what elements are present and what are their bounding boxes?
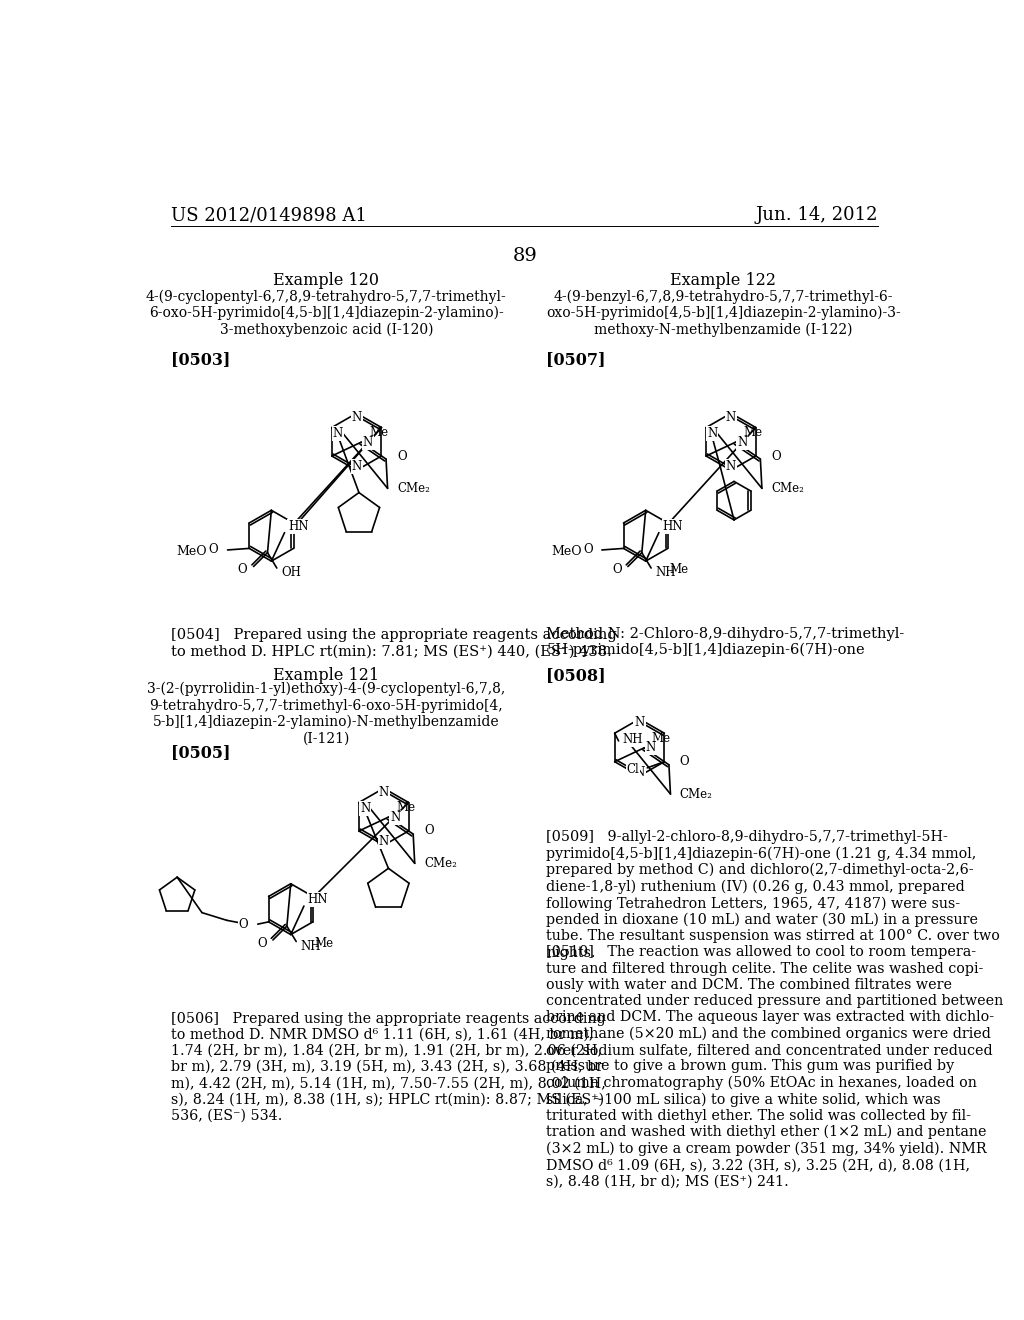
Text: O: O bbox=[424, 825, 433, 837]
Text: O: O bbox=[209, 544, 218, 557]
Text: Me: Me bbox=[743, 426, 763, 440]
Text: NH: NH bbox=[301, 940, 322, 953]
Text: N: N bbox=[362, 436, 373, 449]
Text: 3-(2-(pyrrolidin-1-yl)ethoxy)-4-(9-cyclopentyl-6,7,8,
9-tetrahydro-5,7,7-trimeth: 3-(2-(pyrrolidin-1-yl)ethoxy)-4-(9-cyclo… bbox=[147, 682, 506, 746]
Text: 4-(9-benzyl-6,7,8,9-tetrahydro-5,7,7-trimethyl-6-
oxo-5H-pyrimido[4,5-b][1,4]dia: 4-(9-benzyl-6,7,8,9-tetrahydro-5,7,7-tri… bbox=[546, 289, 900, 337]
Text: HN: HN bbox=[308, 894, 329, 907]
Text: O: O bbox=[583, 544, 593, 557]
Text: Method N: 2-Chloro-8,9-dihydro-5,7,7-trimethyl-
5H-pyrimido[4,5-b][1,4]diazepin-: Method N: 2-Chloro-8,9-dihydro-5,7,7-tri… bbox=[547, 627, 905, 657]
Text: Me: Me bbox=[670, 564, 689, 576]
Text: MeO: MeO bbox=[177, 545, 208, 558]
Text: MeO: MeO bbox=[551, 545, 582, 558]
Text: [0506]   Prepared using the appropriate reagents according
to method D. NMR DMSO: [0506] Prepared using the appropriate re… bbox=[171, 1011, 606, 1123]
Text: N: N bbox=[351, 411, 361, 424]
Text: N: N bbox=[635, 766, 645, 779]
Text: [0509]   9-allyl-2-chloro-8,9-dihydro-5,7,7-trimethyl-5H-
pyrimido[4,5-b][1,4]di: [0509] 9-allyl-2-chloro-8,9-dihydro-5,7,… bbox=[547, 830, 1000, 960]
Text: CMe₂: CMe₂ bbox=[424, 857, 457, 870]
Text: Example 122: Example 122 bbox=[670, 272, 776, 289]
Text: O: O bbox=[612, 564, 622, 576]
Text: N: N bbox=[708, 428, 718, 440]
Text: CMe₂: CMe₂ bbox=[397, 482, 430, 495]
Text: O: O bbox=[238, 564, 248, 576]
Text: Example 120: Example 120 bbox=[273, 272, 380, 289]
Text: O: O bbox=[680, 755, 689, 768]
Text: NH: NH bbox=[623, 733, 643, 746]
Text: [0510]   The reaction was allowed to cool to room tempera-
ture and filtered thr: [0510] The reaction was allowed to cool … bbox=[547, 945, 1004, 1188]
Text: [0504]   Prepared using the appropriate reagents according
to method D. HPLC rt(: [0504] Prepared using the appropriate re… bbox=[171, 628, 617, 659]
Text: N: N bbox=[390, 810, 400, 824]
Text: Me: Me bbox=[396, 801, 416, 814]
Text: HN: HN bbox=[289, 520, 309, 533]
Text: NH: NH bbox=[655, 566, 676, 579]
Text: O: O bbox=[771, 450, 781, 462]
Text: Me: Me bbox=[652, 733, 671, 744]
Text: [0508]: [0508] bbox=[547, 667, 606, 684]
Text: N: N bbox=[379, 785, 389, 799]
Text: N: N bbox=[646, 742, 656, 754]
Text: O: O bbox=[397, 450, 407, 462]
Text: HN: HN bbox=[663, 520, 683, 533]
Text: N: N bbox=[726, 459, 736, 473]
Text: N: N bbox=[737, 436, 748, 449]
Text: OH: OH bbox=[282, 566, 301, 579]
Text: Example 121: Example 121 bbox=[273, 667, 380, 684]
Text: 4-(9-cyclopentyl-6,7,8,9-tetrahydro-5,7,7-trimethyl-
6-oxo-5H-pyrimido[4,5-b][1,: 4-(9-cyclopentyl-6,7,8,9-tetrahydro-5,7,… bbox=[146, 289, 507, 337]
Text: [0507]: [0507] bbox=[547, 351, 606, 368]
Text: N: N bbox=[379, 834, 389, 847]
Text: Cl: Cl bbox=[627, 763, 640, 776]
Text: N: N bbox=[360, 803, 371, 816]
Text: CMe₂: CMe₂ bbox=[680, 788, 713, 800]
Text: [0503]: [0503] bbox=[171, 351, 230, 368]
Text: [0505]: [0505] bbox=[171, 743, 230, 760]
Text: 89: 89 bbox=[512, 247, 538, 265]
Text: Me: Me bbox=[369, 426, 388, 440]
Text: CMe₂: CMe₂ bbox=[771, 482, 804, 495]
Text: N: N bbox=[726, 411, 736, 424]
Text: Jun. 14, 2012: Jun. 14, 2012 bbox=[756, 206, 879, 224]
Text: N: N bbox=[351, 459, 361, 473]
Text: N: N bbox=[333, 428, 343, 440]
Text: O: O bbox=[239, 917, 249, 931]
Text: Me: Me bbox=[314, 936, 334, 949]
Text: US 2012/0149898 A1: US 2012/0149898 A1 bbox=[171, 206, 368, 224]
Text: O: O bbox=[257, 936, 266, 949]
Text: N: N bbox=[635, 717, 645, 730]
